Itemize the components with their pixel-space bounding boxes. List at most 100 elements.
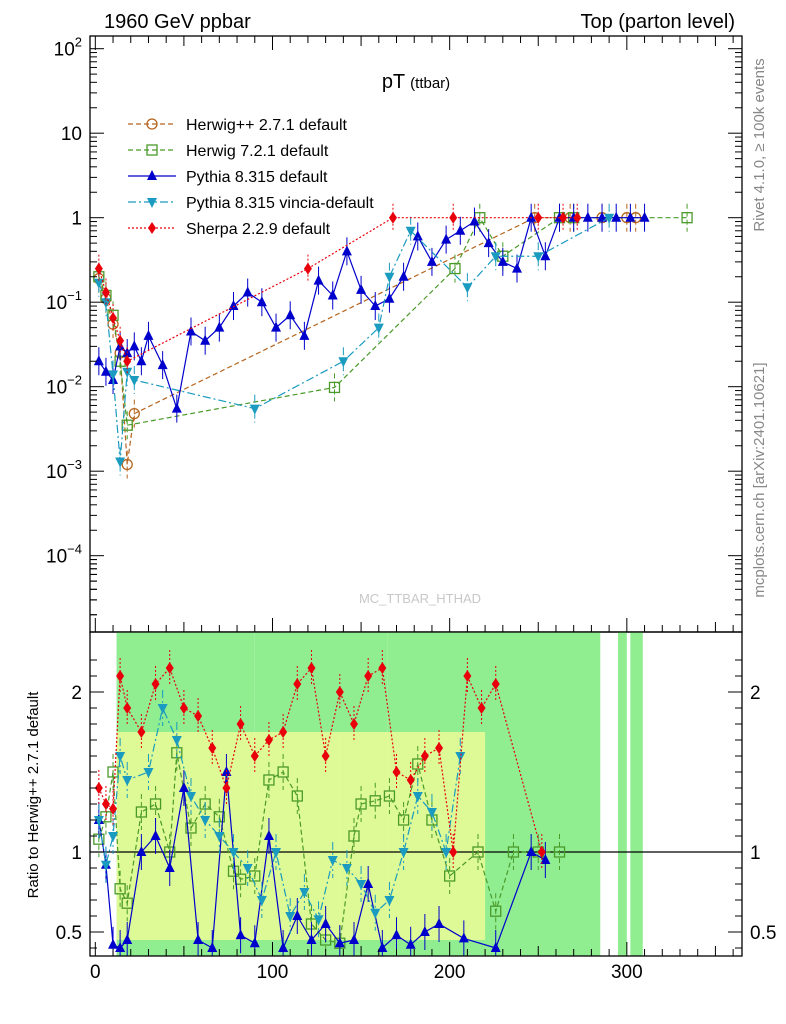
data-point: [100, 365, 111, 376]
legend: Herwig++ 2.7.1 default Herwig 7.2.1 defau…: [128, 117, 374, 238]
data-point: [93, 355, 104, 366]
data-point: [441, 848, 452, 858]
data-point: [123, 355, 132, 368]
data-point: [491, 678, 500, 690]
series-line: [98, 752, 560, 944]
y-tick-label: 10: [61, 124, 82, 145]
data-point: [426, 255, 437, 266]
series-line: [98, 216, 688, 426]
data-point: [338, 357, 349, 368]
x-tick-label: 200: [434, 962, 466, 983]
data-point: [179, 702, 188, 714]
data-point: [406, 774, 415, 786]
y-tick-label: 10−2: [46, 373, 82, 399]
data-point: [377, 942, 388, 952]
x-tick-label: 100: [257, 962, 289, 983]
data-point: [185, 822, 197, 834]
data-point: [455, 224, 466, 235]
data-point: [313, 274, 324, 285]
data-point: [611, 211, 622, 222]
data-point: [151, 678, 160, 690]
data-point: [463, 670, 472, 682]
data-point: [285, 309, 296, 320]
data-point: [107, 766, 119, 778]
header-left: 1960 GeV ppbar: [104, 11, 251, 33]
data-point: [108, 938, 119, 949]
ratio-panel: 2 2 1 1 0.5 0.5 0 100 200 300 Ratio to Herwig++ 2…: [25, 631, 776, 983]
mcplots-reference-label: mcplots.cern.ch [arXiv:2401.10621]: [751, 362, 768, 597]
rivet-version-label: Rivet 4.1.0, ≥ 100k events: [751, 58, 768, 231]
data-point: [328, 381, 341, 394]
data-point: [472, 846, 484, 858]
data-point: [435, 742, 444, 754]
series-line: [98, 666, 543, 853]
data-point: [355, 798, 367, 810]
data-point: [444, 870, 456, 882]
data-point: [214, 321, 225, 332]
data-point: [303, 262, 312, 275]
data-point: [388, 211, 397, 224]
data-point: [122, 934, 133, 944]
series-line: [98, 706, 461, 921]
data-point: [511, 262, 522, 273]
data-point: [397, 814, 410, 826]
data-point: [412, 230, 423, 241]
data-point: [150, 830, 161, 840]
data-point: [383, 790, 396, 802]
data-point: [455, 752, 466, 762]
data-point: [94, 262, 103, 275]
data-point: [214, 832, 225, 842]
data-point: [405, 938, 416, 949]
data-point: [121, 897, 133, 909]
data-point: [681, 212, 693, 224]
data-point: [426, 808, 437, 818]
data-point: [384, 292, 395, 303]
data-point: [236, 718, 245, 730]
data-point: [114, 883, 126, 895]
legend-marker: [148, 222, 156, 234]
data-point: [101, 286, 110, 299]
data-point: [143, 768, 154, 778]
data-point: [101, 798, 110, 810]
plot-title-main: pT: [382, 71, 405, 93]
data-point: [299, 888, 310, 898]
data-point: [116, 334, 125, 347]
legend-entry-pythia-8-315-default: Pythia 8.315 default: [128, 169, 328, 186]
ratio-y-tick-label-right: 2: [750, 683, 761, 704]
data-point: [136, 355, 147, 366]
data-point: [370, 300, 381, 311]
data-point: [285, 912, 296, 922]
series-herwig-7-2-1-default: [93, 203, 693, 440]
series-line: [98, 217, 636, 465]
y-tick-label: 102: [54, 35, 82, 61]
main-panel: MC_TTBAR_HTHAD 102 10 1 10−1 10−2 10−3 10−4 pT…: [46, 35, 743, 633]
data-point: [364, 670, 373, 682]
data-point: [263, 774, 275, 786]
data-point: [553, 846, 566, 858]
data-point: [122, 776, 133, 786]
series-herwig-2-7-1-default: [93, 203, 642, 479]
data-point: [419, 926, 430, 936]
main-panel-axes: 102 10 1 10−1 10−2 10−3 10−4: [46, 35, 743, 633]
data-point: [356, 283, 367, 294]
data-point: [320, 918, 331, 928]
data-point: [537, 846, 546, 858]
data-point: [341, 864, 352, 874]
data-point: [292, 910, 303, 920]
data-point: [604, 213, 615, 224]
legend-marker: [146, 118, 158, 130]
header-right: Top (parton level): [580, 11, 735, 33]
data-point: [115, 752, 126, 762]
data-point: [129, 375, 140, 386]
data-point: [164, 862, 175, 872]
data-point: [149, 798, 162, 810]
legend-entry-herwig-2-7-1-default: Herwig++ 2.7.1 default: [128, 117, 348, 134]
data-point: [341, 245, 352, 256]
series-sherpa-2-2-9-default: [94, 203, 582, 376]
data-point: [507, 846, 520, 858]
series-pythia-8-315-vincia-default: [93, 690, 466, 938]
data-point: [249, 404, 260, 415]
data-point: [412, 792, 423, 802]
y-tick-label: 10−1: [46, 288, 82, 314]
